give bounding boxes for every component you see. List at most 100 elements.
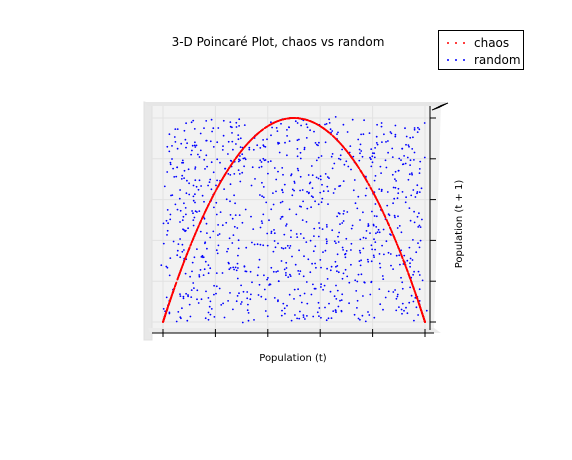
- floor-pane: [148, 328, 441, 333]
- random-point: [235, 143, 237, 145]
- random-point: [277, 242, 279, 245]
- random-point: [317, 177, 320, 180]
- random-point: [376, 231, 379, 234]
- chaos-point: [217, 185, 220, 188]
- random-point: [414, 196, 417, 198]
- random-point: [306, 207, 309, 210]
- random-point: [371, 161, 374, 164]
- random-point: [208, 181, 211, 184]
- random-point: [405, 143, 407, 146]
- random-point: [331, 130, 334, 132]
- random-point: [252, 148, 255, 151]
- random-point: [232, 308, 234, 311]
- random-point: [324, 249, 327, 252]
- chaos-point: [212, 193, 215, 196]
- random-point: [266, 138, 268, 141]
- chaos-point: [214, 190, 217, 192]
- random-point: [176, 249, 179, 252]
- random-point: [390, 234, 392, 236]
- random-point: [205, 222, 208, 225]
- chaos-point: [327, 131, 330, 134]
- random-point: [333, 162, 336, 165]
- chaos-point: [413, 288, 415, 290]
- random-point: [350, 227, 353, 230]
- random-point: [190, 121, 193, 124]
- random-point: [419, 239, 422, 242]
- random-point: [189, 275, 192, 278]
- random-point: [423, 122, 426, 124]
- random-point: [370, 165, 373, 168]
- random-point: [301, 189, 304, 191]
- random-point: [335, 242, 337, 245]
- random-point: [337, 241, 340, 243]
- random-point: [186, 142, 189, 145]
- chaos-point: [340, 144, 343, 146]
- random-point: [330, 155, 333, 158]
- chaos-point: [374, 195, 377, 198]
- random-point: [249, 270, 252, 273]
- random-point: [171, 158, 173, 160]
- random-point: [197, 302, 200, 304]
- chaos-point: [278, 119, 281, 122]
- chaos-point: [408, 274, 410, 277]
- chaos-point: [162, 320, 165, 323]
- random-point: [315, 266, 317, 269]
- chaos-point: [341, 145, 344, 148]
- random-point: [229, 200, 231, 203]
- random-point: [195, 185, 198, 188]
- random-point: [370, 158, 372, 161]
- random-point: [256, 144, 259, 147]
- random-point: [334, 260, 337, 263]
- random-point: [408, 246, 411, 249]
- random-point: [331, 167, 334, 170]
- random-point: [373, 215, 376, 217]
- random-point: [281, 200, 284, 203]
- random-point: [272, 270, 275, 273]
- random-point: [270, 208, 273, 211]
- random-point: [345, 237, 348, 240]
- random-point: [165, 296, 168, 299]
- random-point: [413, 270, 415, 273]
- random-point: [177, 311, 180, 313]
- chaos-point: [371, 190, 374, 193]
- axes-panes: [143, 101, 447, 341]
- left-pane: [143, 101, 153, 341]
- chaos-point: [224, 173, 227, 176]
- chaos-point: [244, 145, 247, 148]
- chaos-point: [280, 119, 283, 121]
- random-point: [396, 197, 399, 200]
- random-point: [413, 128, 416, 131]
- random-point: [243, 124, 246, 126]
- random-point: [357, 195, 360, 198]
- random-point: [394, 186, 397, 189]
- random-point: [169, 213, 172, 216]
- random-point: [169, 257, 172, 259]
- random-point: [206, 247, 208, 250]
- random-point: [296, 155, 299, 158]
- random-point: [409, 262, 411, 265]
- random-point: [195, 144, 198, 147]
- random-point: [281, 309, 283, 312]
- random-point: [423, 156, 426, 159]
- random-point: [234, 214, 237, 217]
- random-point: [272, 203, 275, 206]
- random-point: [179, 238, 182, 240]
- random-point: [231, 242, 234, 244]
- chaos-point: [379, 205, 382, 208]
- chaos-point: [184, 258, 187, 260]
- random-point: [303, 255, 305, 258]
- random-point: [359, 238, 362, 241]
- random-point: [388, 214, 391, 217]
- chaos-point: [344, 148, 347, 151]
- random-point: [380, 190, 383, 193]
- random-point: [168, 133, 171, 136]
- random-point: [242, 290, 245, 293]
- random-point: [172, 240, 175, 243]
- random-point: [183, 177, 186, 180]
- random-point: [268, 284, 270, 286]
- random-point: [322, 288, 324, 291]
- random-point: [294, 263, 297, 266]
- random-point: [357, 317, 360, 320]
- y-axis-label: Population (t + 1): [454, 179, 465, 269]
- chaos-point: [358, 168, 361, 171]
